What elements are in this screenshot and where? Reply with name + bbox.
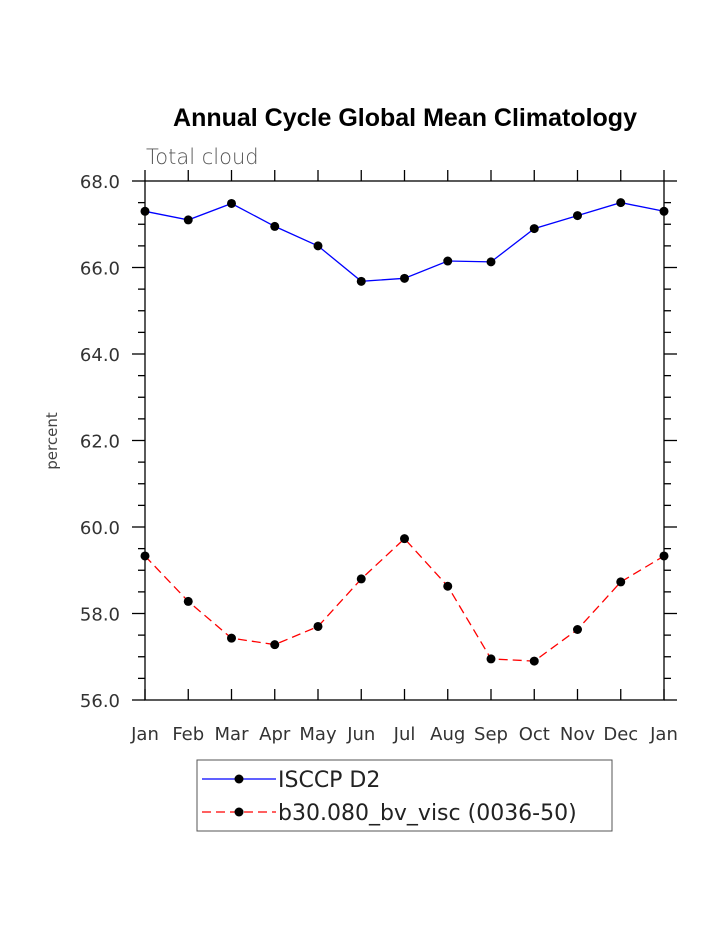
x-tick-label: May: [299, 724, 337, 745]
legend: ISCCP D2 b30.080_bv_visc (0036-50): [196, 759, 613, 832]
x-tick-label: Dec: [603, 724, 638, 745]
series-line-0: [144, 201, 665, 282]
data-point: [270, 640, 280, 650]
chart-subtitle: Total cloud: [146, 145, 259, 169]
y-tick-label: 60.0: [80, 518, 120, 539]
data-point: [616, 198, 626, 208]
x-tick-label: Jan: [130, 724, 159, 745]
plot-frame: [144, 180, 665, 701]
y-tick-label: 64.0: [80, 345, 120, 366]
y-axis-label: percent: [43, 412, 61, 470]
x-tick-label: Jun: [346, 724, 375, 745]
data-point: [140, 206, 150, 216]
data-point: [529, 656, 539, 666]
data-point: [140, 551, 150, 561]
data-point: [573, 625, 582, 635]
y-tick-label: 56.0: [80, 691, 120, 712]
data-point: [529, 224, 539, 234]
data-point: [573, 211, 582, 221]
tick-marks: [132, 170, 677, 701]
data-point: [486, 654, 496, 664]
x-tick-label: Nov: [560, 724, 595, 745]
series-layer: [140, 198, 669, 666]
data-point: [659, 551, 669, 561]
data-point: [227, 633, 236, 643]
data-point: [356, 574, 366, 584]
legend-marker-model: [234, 807, 244, 817]
data-point: [356, 276, 366, 286]
data-point: [313, 621, 323, 631]
series-line-1: [144, 537, 665, 662]
data-point: [443, 581, 453, 591]
data-point: [270, 221, 280, 231]
x-tick-label: Apr: [259, 724, 291, 745]
x-tick-label: Jan: [649, 724, 678, 745]
y-tick-label: 58.0: [80, 605, 120, 626]
legend-box: [196, 759, 613, 832]
data-point: [400, 273, 409, 283]
legend-marker-isccp: [234, 774, 244, 784]
x-tick-label: Sep: [474, 724, 508, 745]
y-tick-label: 62.0: [80, 432, 120, 453]
x-tick-label: Jul: [393, 724, 416, 745]
legend-label-model: b30.080_bv_visc (0036-50): [278, 801, 577, 826]
x-tick-label: Feb: [172, 724, 204, 745]
x-tick-labels: Jan Feb Mar Apr May Jun Jul Aug Sep Oct Nov Dec Jan: [130, 724, 678, 745]
x-tick-label: Oct: [519, 724, 550, 745]
data-point: [486, 257, 496, 267]
y-tick-label: 66.0: [80, 259, 120, 280]
data-point: [227, 198, 236, 208]
y-tick-labels: 56.0 58.0 60.0 62.0 64.0 66.0 68.0: [80, 172, 120, 712]
data-point: [183, 596, 193, 606]
chart-title: Annual Cycle Global Mean Climatology: [173, 104, 637, 132]
x-tick-label: Mar: [215, 724, 250, 745]
data-point: [659, 206, 669, 216]
x-tick-label: Aug: [430, 724, 465, 745]
data-point: [183, 215, 193, 225]
y-tick-label: 68.0: [80, 172, 120, 193]
data-point: [313, 241, 323, 251]
data-point: [400, 534, 409, 544]
legend-label-isccp: ISCCP D2: [278, 768, 380, 793]
data-point: [443, 256, 453, 266]
data-point: [616, 577, 626, 587]
